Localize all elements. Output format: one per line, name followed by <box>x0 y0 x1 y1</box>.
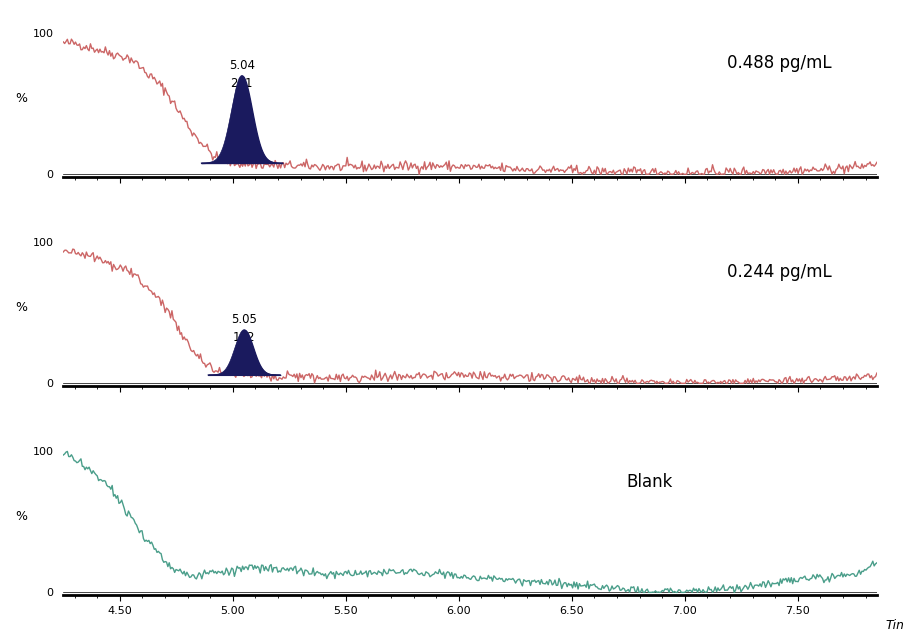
Text: Time: Time <box>884 619 903 632</box>
Text: 211: 211 <box>230 77 253 90</box>
Text: 5.05: 5.05 <box>231 313 256 326</box>
Text: Blank: Blank <box>625 472 672 490</box>
Y-axis label: %: % <box>15 510 27 523</box>
Text: 0.488 pg/mL: 0.488 pg/mL <box>726 54 831 72</box>
Text: 112: 112 <box>233 331 255 344</box>
Text: 0.244 pg/mL: 0.244 pg/mL <box>726 264 831 282</box>
Text: 5.04: 5.04 <box>228 59 255 72</box>
Y-axis label: %: % <box>15 92 27 104</box>
Y-axis label: %: % <box>15 301 27 314</box>
